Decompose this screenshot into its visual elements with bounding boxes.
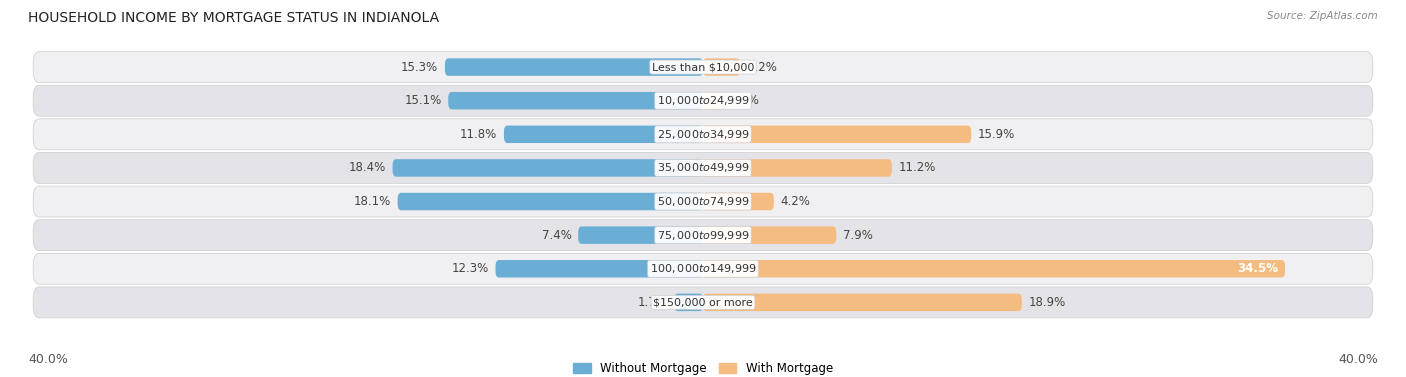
FancyBboxPatch shape: [34, 152, 1372, 183]
FancyBboxPatch shape: [703, 159, 891, 177]
Text: 34.5%: 34.5%: [1237, 262, 1278, 275]
FancyBboxPatch shape: [34, 52, 1372, 83]
FancyBboxPatch shape: [34, 85, 1372, 116]
FancyBboxPatch shape: [703, 193, 773, 210]
Text: 12.3%: 12.3%: [451, 262, 489, 275]
FancyBboxPatch shape: [449, 92, 703, 109]
FancyBboxPatch shape: [34, 253, 1372, 284]
Text: 18.4%: 18.4%: [349, 161, 385, 175]
FancyBboxPatch shape: [34, 119, 1372, 150]
Text: 2.2%: 2.2%: [747, 61, 776, 74]
Text: Source: ZipAtlas.com: Source: ZipAtlas.com: [1267, 11, 1378, 21]
Text: 1.2%: 1.2%: [730, 94, 759, 107]
Text: 15.1%: 15.1%: [405, 94, 441, 107]
Text: $35,000 to $49,999: $35,000 to $49,999: [657, 161, 749, 175]
FancyBboxPatch shape: [398, 193, 703, 210]
FancyBboxPatch shape: [703, 260, 1285, 277]
Text: HOUSEHOLD INCOME BY MORTGAGE STATUS IN INDIANOLA: HOUSEHOLD INCOME BY MORTGAGE STATUS IN I…: [28, 11, 439, 25]
FancyBboxPatch shape: [34, 186, 1372, 217]
Legend: Without Mortgage, With Mortgage: Without Mortgage, With Mortgage: [568, 357, 838, 377]
Text: 15.3%: 15.3%: [401, 61, 439, 74]
FancyBboxPatch shape: [495, 260, 703, 277]
FancyBboxPatch shape: [703, 92, 723, 109]
Text: $100,000 to $149,999: $100,000 to $149,999: [650, 262, 756, 275]
FancyBboxPatch shape: [444, 58, 703, 76]
FancyBboxPatch shape: [703, 58, 740, 76]
Text: 7.4%: 7.4%: [541, 228, 571, 242]
Text: 4.2%: 4.2%: [780, 195, 810, 208]
Text: 40.0%: 40.0%: [28, 353, 67, 366]
Text: $25,000 to $34,999: $25,000 to $34,999: [657, 128, 749, 141]
Text: 18.9%: 18.9%: [1029, 296, 1066, 309]
Text: $75,000 to $99,999: $75,000 to $99,999: [657, 228, 749, 242]
Text: 15.9%: 15.9%: [979, 128, 1015, 141]
FancyBboxPatch shape: [392, 159, 703, 177]
Text: $50,000 to $74,999: $50,000 to $74,999: [657, 195, 749, 208]
Text: 1.7%: 1.7%: [638, 296, 668, 309]
Text: 18.1%: 18.1%: [354, 195, 391, 208]
Text: $10,000 to $24,999: $10,000 to $24,999: [657, 94, 749, 107]
FancyBboxPatch shape: [34, 220, 1372, 251]
Text: 11.2%: 11.2%: [898, 161, 936, 175]
Text: 40.0%: 40.0%: [1339, 353, 1378, 366]
Text: 11.8%: 11.8%: [460, 128, 498, 141]
FancyBboxPatch shape: [578, 227, 703, 244]
FancyBboxPatch shape: [675, 294, 703, 311]
FancyBboxPatch shape: [703, 294, 1022, 311]
Text: $150,000 or more: $150,000 or more: [654, 297, 752, 307]
FancyBboxPatch shape: [703, 126, 972, 143]
FancyBboxPatch shape: [34, 287, 1372, 318]
FancyBboxPatch shape: [503, 126, 703, 143]
Text: 7.9%: 7.9%: [844, 228, 873, 242]
Text: Less than $10,000: Less than $10,000: [652, 62, 754, 72]
FancyBboxPatch shape: [703, 227, 837, 244]
